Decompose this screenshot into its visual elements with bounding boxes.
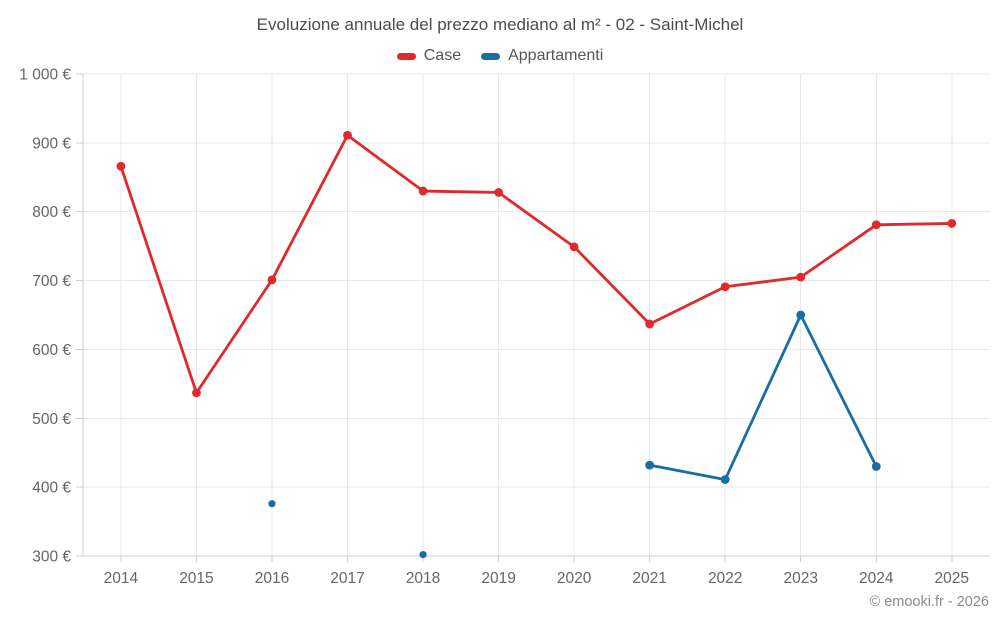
data-point-case-2021[interactable] (645, 319, 655, 329)
data-point-case-2015[interactable] (192, 388, 201, 398)
chart-title: Evoluzione annuale del prezzo mediano al… (256, 15, 744, 34)
y-tick-label: 900 € (32, 135, 71, 152)
data-point-appartamenti-2018[interactable] (419, 551, 427, 559)
case-series-swatch-icon (396, 52, 416, 60)
data-point-appartamenti-2022[interactable] (720, 475, 730, 484)
x-tick-label: 2017 (330, 570, 364, 587)
x-tick-label: 2016 (255, 570, 289, 587)
legend-item-case[interactable]: Case (396, 47, 462, 65)
data-point-appartamenti-2024[interactable] (871, 462, 881, 471)
y-tick-label: 500 € (32, 411, 71, 428)
data-point-case-2022[interactable] (720, 282, 730, 292)
data-point-case-2018[interactable] (418, 186, 428, 196)
x-tick-label: 2025 (935, 570, 969, 587)
x-tick-label: 2020 (557, 570, 592, 587)
y-tick-label: 400 € (32, 480, 71, 497)
y-tick-label: 800 € (32, 204, 71, 221)
data-point-case-2025[interactable] (947, 219, 957, 228)
data-point-appartamenti-2016[interactable] (268, 500, 276, 508)
y-tick-label: 1 000 € (19, 67, 71, 84)
series-line-case (119, 133, 954, 395)
legend-label-appartamenti: Appartamenti (508, 47, 604, 64)
y-tick-label: 300 € (32, 549, 71, 566)
y-tick-label: 600 € (32, 342, 71, 359)
x-tick-label: 2014 (104, 570, 139, 587)
legend-item-appartamenti[interactable]: Appartamenti (481, 47, 603, 65)
data-point-case-2014[interactable] (116, 161, 126, 171)
data-point-appartamenti-2023[interactable] (796, 310, 806, 320)
x-tick-label: 2015 (179, 570, 213, 587)
series-line-appartamenti (648, 313, 878, 481)
appartamenti-series-swatch-icon (481, 52, 501, 60)
x-tick-label: 2021 (632, 570, 666, 587)
x-tick-label: 2019 (481, 570, 515, 587)
x-tick-label: 2018 (406, 570, 440, 587)
data-point-case-2019[interactable] (494, 188, 503, 197)
data-point-case-2024[interactable] (871, 220, 881, 230)
data-point-case-2016[interactable] (267, 275, 277, 285)
chart-legend: Case Appartamenti (0, 46, 1000, 66)
y-tick-label: 700 € (32, 273, 71, 290)
x-tick-label: 2024 (859, 570, 894, 587)
data-point-case-2023[interactable] (796, 272, 806, 282)
x-tick-label: 2022 (708, 570, 742, 587)
data-point-case-2020[interactable] (569, 242, 579, 252)
data-point-appartamenti-2021[interactable] (645, 460, 655, 470)
legend-label-case: Case (423, 47, 462, 64)
x-tick-label: 2023 (783, 570, 817, 587)
data-point-case-2017[interactable] (343, 130, 352, 140)
copyright-text: © emooki.fr - 2026 (869, 594, 989, 610)
